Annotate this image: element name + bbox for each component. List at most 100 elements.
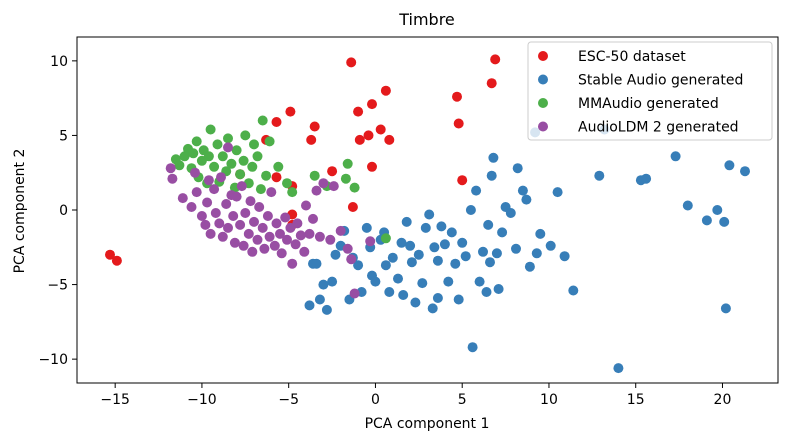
data-point [309, 170, 320, 181]
data-point [346, 57, 357, 68]
data-point [282, 178, 292, 189]
data-point [545, 240, 556, 251]
data-point [641, 173, 652, 184]
data-point [380, 233, 391, 244]
data-point [209, 161, 220, 172]
data-point [457, 237, 468, 248]
data-point [443, 276, 454, 287]
data-point [295, 230, 306, 241]
data-point [203, 175, 214, 186]
x-tick-label: 20 [714, 392, 732, 408]
legend-marker [538, 121, 548, 132]
data-point [446, 227, 457, 238]
data-point [306, 134, 317, 145]
data-point [309, 121, 320, 132]
data-point [367, 161, 377, 172]
x-tick-label: 5 [458, 392, 467, 408]
data-point [353, 106, 364, 117]
data-point [321, 304, 332, 315]
data-point [276, 248, 287, 259]
series-1 [304, 124, 750, 374]
data-point [740, 166, 750, 177]
legend-marker [538, 98, 548, 108]
data-point [594, 170, 605, 181]
data-point [271, 218, 282, 229]
data-point [257, 115, 268, 126]
data-point [301, 200, 311, 211]
data-point [216, 172, 226, 183]
x-axis-label: PCA component 1 [365, 416, 490, 432]
data-point [354, 134, 365, 145]
data-point [427, 303, 438, 314]
data-point [424, 209, 435, 220]
data-point [188, 148, 199, 159]
data-point [465, 205, 476, 215]
data-point [292, 218, 303, 229]
data-point [262, 211, 273, 221]
legend: ESC-50 dataset Stable Audio generated MMAu… [527, 41, 773, 141]
data-point [261, 170, 272, 181]
data-point [304, 300, 315, 311]
data-point [478, 246, 488, 257]
data-point [682, 200, 693, 211]
x-tick-label: 10 [540, 392, 558, 408]
data-point [191, 187, 202, 198]
data-point [210, 208, 221, 218]
data-point [271, 172, 282, 183]
data-point [285, 106, 296, 117]
x-tick-label: −10 [187, 392, 217, 408]
data-point [287, 258, 298, 269]
legend-label: ESC-50 dataset [578, 49, 686, 65]
data-point [311, 258, 322, 269]
data-point [238, 155, 249, 166]
data-point [724, 160, 735, 171]
data-point [308, 213, 318, 224]
data-point [453, 294, 464, 305]
points-layer [105, 54, 750, 374]
data-point [223, 133, 233, 144]
y-tick-label: 0 [59, 203, 68, 219]
data-point [264, 136, 275, 147]
y-tick-label: 10 [50, 54, 68, 70]
data-point [410, 297, 421, 308]
data-point [249, 216, 259, 227]
x-tick-label: −5 [278, 392, 299, 408]
legend-marker [538, 74, 548, 85]
data-point [174, 160, 185, 171]
data-point [497, 227, 508, 238]
data-point [177, 193, 188, 204]
data-point [252, 151, 263, 162]
data-point [436, 221, 447, 232]
data-point [450, 258, 461, 269]
data-point [452, 91, 462, 102]
data-point [387, 252, 398, 263]
data-point [259, 243, 270, 254]
data-point [521, 194, 532, 205]
data-point [214, 218, 225, 229]
data-point [221, 199, 232, 209]
data-point [406, 257, 417, 268]
data-point [202, 197, 213, 208]
data-point [342, 243, 353, 254]
data-point [485, 257, 495, 268]
data-point [212, 139, 223, 150]
data-point [217, 151, 228, 162]
data-point [511, 243, 521, 254]
x-tick-label: 0 [371, 392, 380, 408]
data-point [340, 173, 351, 184]
data-point [266, 187, 277, 198]
legend-marker [538, 51, 548, 61]
data-point [282, 234, 292, 245]
data-point [353, 260, 364, 271]
y-tick-label: −10 [38, 352, 68, 368]
data-point [361, 222, 372, 233]
data-point [243, 228, 254, 239]
data-point [467, 342, 478, 353]
data-point [247, 161, 258, 172]
data-point [349, 182, 360, 193]
data-point [559, 251, 570, 262]
data-point [375, 124, 386, 135]
data-point [363, 130, 374, 141]
data-point [223, 142, 233, 153]
data-point [483, 219, 494, 230]
